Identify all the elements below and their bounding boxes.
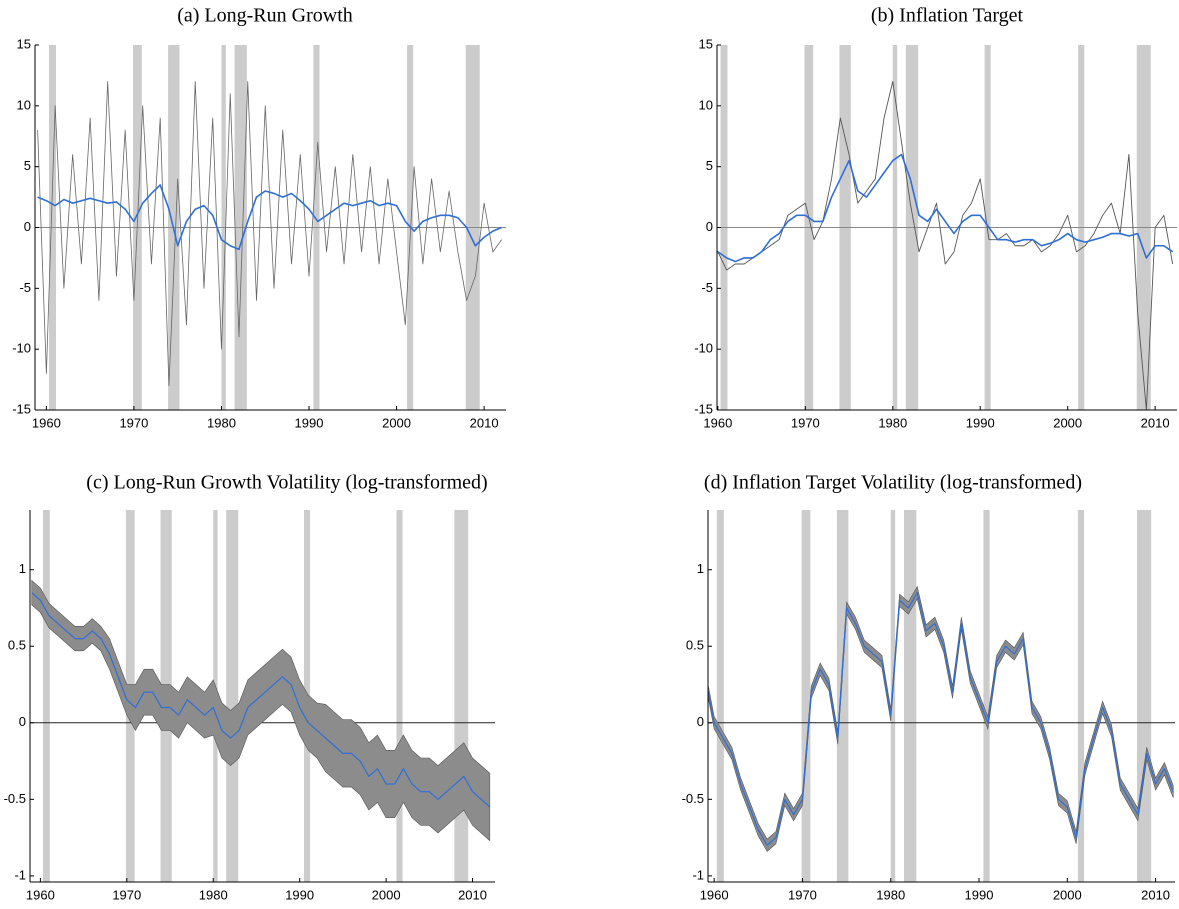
plot-area — [30, 510, 495, 882]
x-tick-label: 1960 — [700, 887, 729, 902]
x-tick-label: 2000 — [382, 415, 411, 430]
x-tick-label: 1970 — [119, 415, 148, 430]
panel: (b) Inflation Target -15 -10 -5 0 5 10 15 1960 19… — [694, 5, 1177, 430]
panel: (d) Inflation Target Volatility (log-tra… — [682, 472, 1175, 902]
y-tick-label: 15 — [699, 36, 713, 51]
series-line — [717, 81, 1174, 410]
recession-band — [396, 510, 403, 882]
x-tick-label: 2010 — [458, 887, 487, 902]
panel-title: (b) Inflation Target — [871, 5, 1024, 27]
recession-band — [903, 510, 917, 882]
y-tick-label: -5 — [701, 280, 713, 295]
recession-band — [226, 510, 239, 882]
y-tick-label: 5 — [24, 158, 31, 173]
x-tick-label: 1980 — [876, 887, 905, 902]
recession-band — [716, 510, 724, 882]
x-tick-label: 1960 — [703, 415, 732, 430]
y-tick-label: -10 — [12, 341, 31, 356]
series-line — [708, 592, 1174, 846]
y-tick-label: 1 — [19, 561, 26, 576]
x-tick-label: 1970 — [112, 887, 141, 902]
x-tick-label: 2010 — [1141, 415, 1170, 430]
plot-area — [717, 45, 1177, 410]
x-tick-label: 1990 — [966, 415, 995, 430]
x-tick-label: 1990 — [295, 415, 324, 430]
x-tick-label: 2010 — [470, 415, 499, 430]
recession-band — [1137, 510, 1152, 882]
series-line — [31, 592, 491, 808]
y-tick-label: 0 — [697, 714, 704, 729]
y-tick-label: -5 — [19, 280, 31, 295]
plot-area — [35, 45, 506, 410]
x-tick-label: 1980 — [878, 415, 907, 430]
y-tick-label: 15 — [17, 36, 31, 51]
credible-band — [31, 579, 491, 842]
series-line — [37, 184, 502, 251]
x-tick-label: 1970 — [788, 887, 817, 902]
recession-band — [42, 510, 50, 882]
x-tick-label: 1990 — [285, 887, 314, 902]
y-tick-label: 0 — [24, 219, 31, 234]
recession-band — [1077, 510, 1085, 882]
y-tick-label: 10 — [17, 97, 31, 112]
panel-title: (c) Long-Run Growth Volatility (log-tran… — [86, 472, 487, 494]
x-tick-label: 2000 — [1053, 887, 1082, 902]
x-tick-label: 2000 — [372, 887, 401, 902]
y-tick-label: 0.5 — [8, 638, 26, 653]
y-tick-label: -15 — [12, 401, 31, 416]
y-tick-label: -1 — [14, 867, 26, 882]
series-line — [717, 153, 1174, 263]
y-tick-label: 5 — [706, 158, 713, 173]
y-tick-label: -1 — [692, 867, 704, 882]
x-tick-label: 1960 — [32, 415, 61, 430]
x-tick-label: 1990 — [965, 887, 994, 902]
recession-band — [454, 510, 469, 882]
x-tick-label: 2000 — [1053, 415, 1082, 430]
y-tick-label: 0 — [706, 219, 713, 234]
recession-band — [801, 510, 811, 882]
y-tick-label: -10 — [694, 341, 713, 356]
x-tick-label: 1980 — [207, 415, 236, 430]
y-tick-label: 0 — [19, 714, 26, 729]
recession-band — [836, 510, 849, 882]
y-tick-label: 1 — [697, 561, 704, 576]
x-tick-label: 1980 — [199, 887, 228, 902]
panel-title: (a) Long-Run Growth — [177, 5, 353, 27]
y-tick-label: -0.5 — [682, 791, 704, 806]
x-tick-label: 1970 — [791, 415, 820, 430]
x-tick-label: 1960 — [26, 887, 55, 902]
credible-band — [708, 585, 1174, 852]
panel: (c) Long-Run Growth Volatility (log-tran… — [4, 472, 495, 902]
y-tick-label: 0.5 — [686, 638, 704, 653]
panel-title: (d) Inflation Target Volatility (log-tra… — [704, 472, 1082, 494]
y-tick-label: -0.5 — [4, 791, 26, 806]
plot-area — [708, 510, 1175, 882]
y-tick-label: -15 — [694, 401, 713, 416]
x-tick-label: 2010 — [1141, 887, 1170, 902]
panel: (a) Long-Run Growth -15 -10 -5 0 5 10 15 1960 197… — [12, 5, 506, 430]
series-line — [37, 81, 502, 387]
y-tick-label: 10 — [699, 97, 713, 112]
recession-band — [983, 510, 990, 882]
